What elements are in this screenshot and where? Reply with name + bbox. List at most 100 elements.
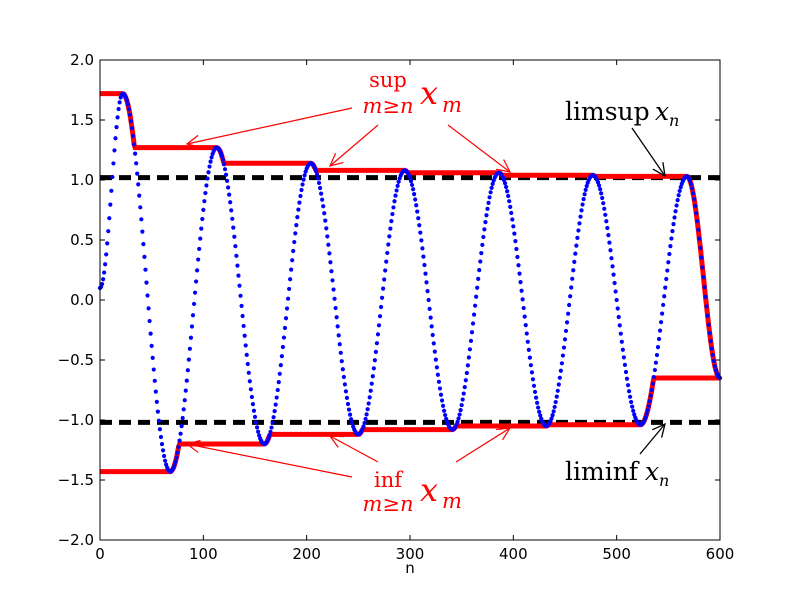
data-point bbox=[603, 212, 608, 217]
data-point bbox=[152, 378, 157, 383]
data-point bbox=[176, 444, 181, 450]
data-point bbox=[230, 216, 235, 221]
data-point bbox=[288, 277, 293, 282]
data-point bbox=[201, 207, 206, 212]
data-point bbox=[407, 175, 413, 180]
data-point bbox=[473, 303, 478, 308]
data-point bbox=[556, 382, 561, 387]
data-point bbox=[443, 412, 448, 418]
data-point bbox=[564, 320, 570, 325]
data-point bbox=[608, 248, 613, 253]
svg-text:m≥n: m≥n bbox=[362, 492, 413, 516]
data-point bbox=[675, 198, 680, 203]
data-point bbox=[489, 185, 494, 190]
data-point bbox=[227, 192, 232, 197]
data-point bbox=[647, 398, 652, 404]
x-tick-label: 100 bbox=[189, 545, 218, 563]
data-point bbox=[554, 394, 559, 399]
data-point bbox=[331, 287, 336, 292]
data-point bbox=[127, 112, 133, 117]
data-point bbox=[604, 219, 609, 224]
data-point bbox=[198, 236, 203, 241]
data-point bbox=[598, 187, 603, 192]
data-point bbox=[361, 424, 366, 429]
data-point bbox=[382, 277, 387, 282]
x-tick-label: 400 bbox=[499, 545, 528, 563]
data-point bbox=[250, 402, 256, 407]
data-point bbox=[189, 324, 195, 329]
data-point bbox=[319, 191, 324, 196]
data-point bbox=[363, 416, 368, 422]
data-point bbox=[426, 297, 431, 303]
data-point bbox=[528, 363, 534, 368]
data-point bbox=[368, 388, 373, 393]
data-point bbox=[696, 227, 701, 232]
data-point bbox=[207, 164, 212, 169]
data-point bbox=[362, 420, 367, 426]
limsup-arrow bbox=[631, 127, 666, 177]
data-point bbox=[576, 228, 581, 233]
data-point bbox=[129, 126, 135, 131]
data-point bbox=[490, 181, 495, 187]
data-point bbox=[116, 106, 121, 112]
inf-arrow bbox=[186, 443, 353, 478]
data-point bbox=[268, 429, 273, 434]
data-point bbox=[184, 378, 189, 383]
data-point bbox=[440, 403, 446, 408]
data-point bbox=[225, 178, 230, 183]
data-point bbox=[136, 182, 141, 187]
svg-text:liminf: liminf bbox=[565, 457, 640, 486]
data-point bbox=[553, 399, 558, 405]
data-point bbox=[662, 294, 667, 299]
data-point bbox=[231, 225, 236, 230]
data-point bbox=[615, 306, 620, 311]
data-point bbox=[275, 387, 280, 393]
data-point bbox=[271, 415, 276, 420]
x-tick-label: 300 bbox=[396, 545, 425, 563]
data-point bbox=[208, 159, 213, 164]
data-point bbox=[488, 190, 493, 195]
data-point bbox=[279, 354, 284, 359]
limsup-arrow-head bbox=[652, 162, 666, 178]
data-point bbox=[139, 217, 144, 222]
data-point bbox=[612, 280, 617, 286]
inf-arrow bbox=[329, 435, 379, 463]
data-point bbox=[384, 259, 389, 264]
data-point bbox=[429, 324, 434, 329]
data-point bbox=[301, 177, 306, 182]
data-point bbox=[364, 412, 369, 417]
data-point bbox=[560, 353, 566, 358]
data-point bbox=[425, 289, 430, 294]
data-point bbox=[238, 293, 243, 298]
data-point bbox=[484, 213, 489, 218]
data-point bbox=[509, 210, 514, 216]
data-point bbox=[249, 394, 254, 400]
data-point bbox=[315, 176, 321, 181]
data-point bbox=[112, 148, 117, 153]
data-point bbox=[467, 347, 473, 352]
x-tick-label: 200 bbox=[292, 545, 321, 563]
data-point bbox=[693, 203, 698, 209]
data-point bbox=[146, 306, 151, 311]
data-point bbox=[524, 331, 529, 336]
data-point bbox=[535, 400, 540, 405]
y-tick-label: 0.0 bbox=[70, 291, 94, 309]
svg-text:m: m bbox=[442, 93, 462, 117]
data-point bbox=[435, 372, 440, 377]
data-point bbox=[132, 142, 137, 147]
data-point bbox=[644, 411, 649, 417]
data-point bbox=[383, 268, 388, 273]
data-point bbox=[599, 191, 604, 196]
data-point bbox=[256, 429, 261, 434]
data-point bbox=[436, 379, 442, 384]
data-point bbox=[135, 171, 140, 176]
data-point bbox=[107, 216, 112, 221]
data-point bbox=[236, 273, 241, 278]
data-point bbox=[706, 322, 711, 327]
data-point bbox=[280, 344, 285, 350]
liminf-annotation: liminf x n bbox=[565, 457, 669, 490]
data-point bbox=[226, 185, 231, 190]
running-inf-line bbox=[100, 375, 720, 475]
data-point bbox=[628, 394, 633, 399]
data-point bbox=[566, 311, 571, 316]
